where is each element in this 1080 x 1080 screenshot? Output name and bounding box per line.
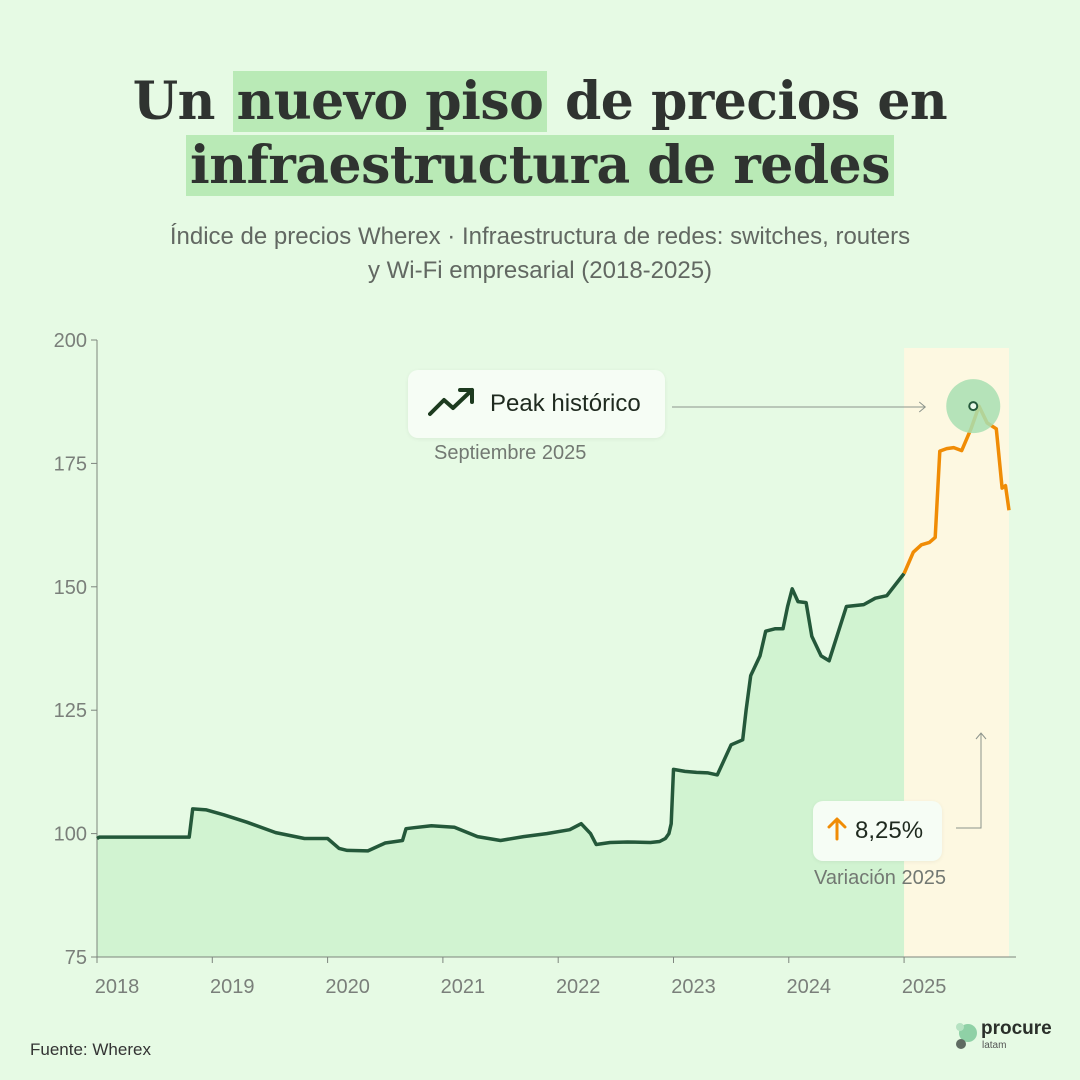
x-tick-label: 2023 (671, 976, 716, 998)
source-note: Fuente: Wherex (30, 1040, 151, 1059)
peak-date: Septiembre 2025 (434, 442, 587, 464)
arrow-up-icon (827, 817, 847, 846)
forecast-line (902, 404, 1011, 575)
variation-label: Variación 2025 (814, 867, 946, 889)
y-tick-label: 175 (54, 453, 87, 475)
variation-card: 8,25% (813, 801, 942, 861)
logo-sub: latam (982, 1040, 1007, 1051)
peak-point (968, 401, 979, 412)
title-suffix: de precios en (547, 71, 948, 132)
x-tick-label: 2024 (787, 976, 832, 998)
x-tick-label: 2018 (95, 976, 140, 998)
peak-connector-head (918, 401, 927, 413)
y-tick-label: 100 (54, 824, 87, 846)
y-tick-label: 150 (54, 577, 87, 599)
chart-subtitle: Índice de precios Wherex · Infraestructu… (80, 220, 1000, 288)
variation-connector (956, 733, 982, 829)
variation-value: 8,25% (855, 817, 924, 844)
history-area (97, 573, 905, 957)
y-tick-label: 75 (65, 947, 87, 969)
title-highlight: nuevo piso (232, 71, 548, 132)
title-prefix: Un (132, 71, 233, 132)
y-tick-label: 200 (54, 330, 87, 352)
x-tick-label: 2020 (325, 976, 370, 998)
x-tick-label: 2022 (556, 976, 601, 998)
procure-logo: procure latam (955, 1018, 1065, 1058)
x-tick-label: 2025 (902, 976, 947, 998)
chart-title: Un nuevo piso de precios en infraestruct… (0, 70, 1080, 198)
history-line (96, 572, 906, 853)
subtitle-line2: y Wi-Fi empresarial (2018-2025) (367, 257, 713, 284)
x-tick-label: 2021 (441, 976, 486, 998)
x-tick-label: 2019 (210, 976, 255, 998)
logo-word: procure (981, 1018, 1052, 1039)
forecast-band (904, 348, 1009, 957)
subtitle-line1: Índice de precios Wherex · Infraestructu… (169, 223, 911, 250)
trending-up-icon (428, 387, 476, 422)
peak-label: Peak histórico (490, 390, 641, 417)
peak-card: Peak histórico (408, 370, 665, 438)
variation-connector-head (975, 732, 987, 740)
title-line2: infraestructura de redes (185, 135, 895, 196)
y-tick-label: 125 (54, 700, 87, 722)
